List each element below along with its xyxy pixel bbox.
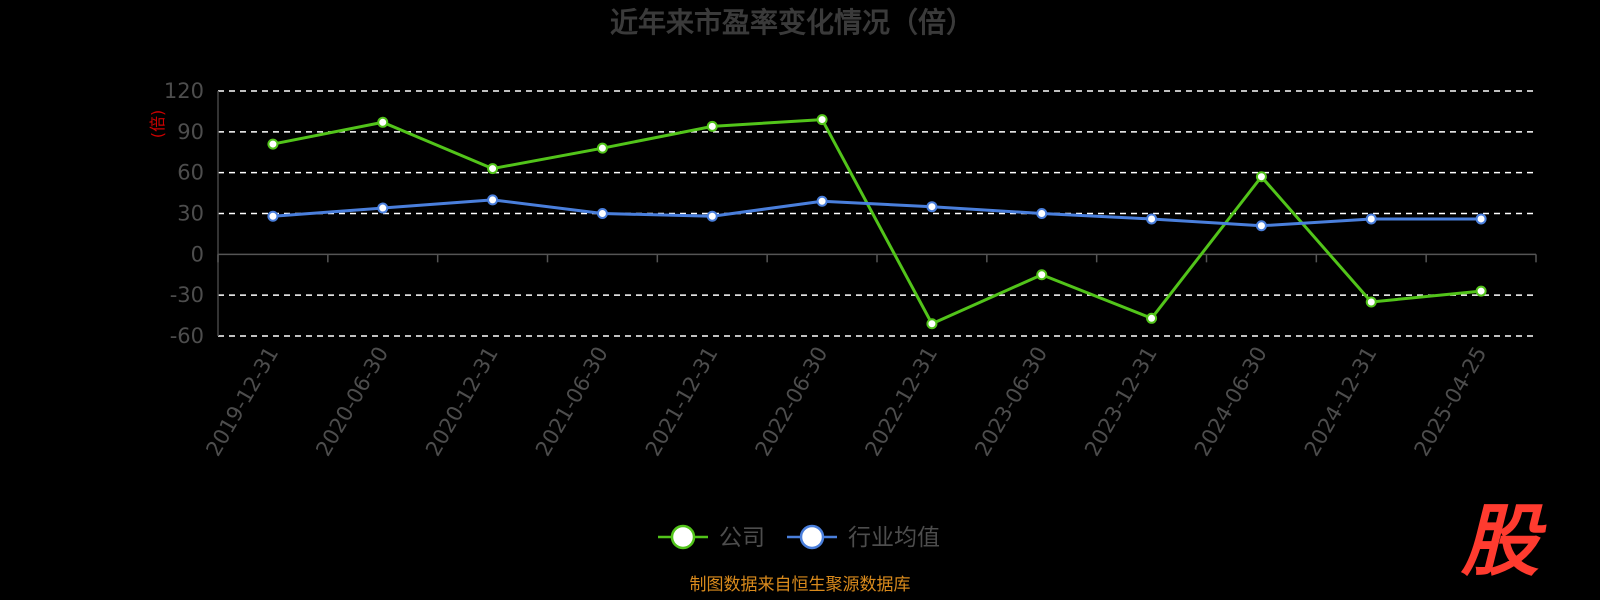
data-point — [926, 201, 938, 213]
watermark-logo: 股 — [1460, 497, 1547, 587]
axes — [217, 91, 1537, 336]
data-point — [596, 208, 608, 219]
data-point — [1475, 285, 1487, 297]
data-point — [1475, 213, 1487, 225]
data-point — [816, 195, 828, 207]
y-axis-label: (倍) — [148, 110, 167, 139]
data-point — [926, 318, 938, 330]
x-tick-label: 2020-12-31 — [421, 343, 503, 461]
data-point — [1036, 208, 1048, 219]
legend-item-1[interactable]: 行业均值 — [787, 524, 940, 551]
x-tick-label: 2019-12-31 — [201, 343, 283, 461]
data-point — [267, 210, 279, 222]
data-point — [377, 202, 389, 214]
data-point — [706, 120, 718, 132]
x-tick-label: 2022-06-30 — [751, 343, 833, 461]
data-point — [377, 116, 389, 128]
x-tick-label: 2023-12-31 — [1080, 343, 1162, 461]
y-tick-label: -30 — [170, 283, 204, 307]
legend-label: 行业均值 — [848, 525, 940, 551]
data-point — [487, 194, 499, 206]
data-point — [596, 142, 608, 154]
y-tick-label: 60 — [177, 161, 204, 185]
x-tick-label: 2022-12-31 — [860, 343, 942, 461]
y-tick-label: 120 — [164, 79, 204, 103]
y-tick-labels: 120 90 60 30 0 -30 -60 — [164, 79, 204, 348]
legend-item-0[interactable]: 公司 — [658, 524, 765, 551]
grid-lines — [218, 90, 1536, 337]
data-point — [1036, 269, 1048, 281]
data-point — [487, 163, 499, 175]
y-tick-label: -60 — [170, 324, 204, 348]
y-tick-label: 0 — [191, 242, 204, 266]
x-tick-label: 2024-06-30 — [1190, 343, 1272, 461]
data-point — [1255, 220, 1267, 232]
data-point — [816, 114, 828, 126]
x-tick-label: 2021-06-30 — [531, 343, 613, 461]
data-point — [1146, 312, 1158, 324]
series — [267, 114, 1487, 330]
x-tick-label: 2021-12-31 — [641, 343, 723, 461]
y-tick-label: 30 — [177, 202, 204, 226]
x-tick-labels: 2019-12-31 2020-06-30 2020-12-31 2021-06-30… — [201, 343, 1491, 461]
x-tick-label: 2025-04-25 — [1410, 343, 1492, 461]
legend-marker — [670, 524, 696, 550]
x-tick-label: 2024-12-31 — [1300, 343, 1382, 461]
data-point — [1255, 171, 1267, 183]
y-tick-label: 90 — [177, 120, 204, 144]
data-point — [1365, 296, 1377, 308]
data-point — [706, 210, 718, 222]
data-source-note: 制图数据来自恒生聚源数据库 — [690, 575, 911, 595]
x-tick-label: 2023-06-30 — [970, 343, 1052, 461]
x-tick-label: 2020-06-30 — [311, 343, 393, 461]
chart-title: 近年来市盈率变化情况（倍） — [610, 6, 974, 39]
data-point — [1365, 213, 1377, 225]
legend-label: 公司 — [719, 525, 765, 551]
legend[interactable]: 公司 行业均值 — [658, 524, 940, 551]
data-point — [1146, 213, 1158, 225]
series-line-1 — [272, 198, 1482, 228]
series-line-0 — [272, 118, 1482, 326]
legend-marker — [799, 524, 825, 550]
data-point — [267, 138, 279, 150]
